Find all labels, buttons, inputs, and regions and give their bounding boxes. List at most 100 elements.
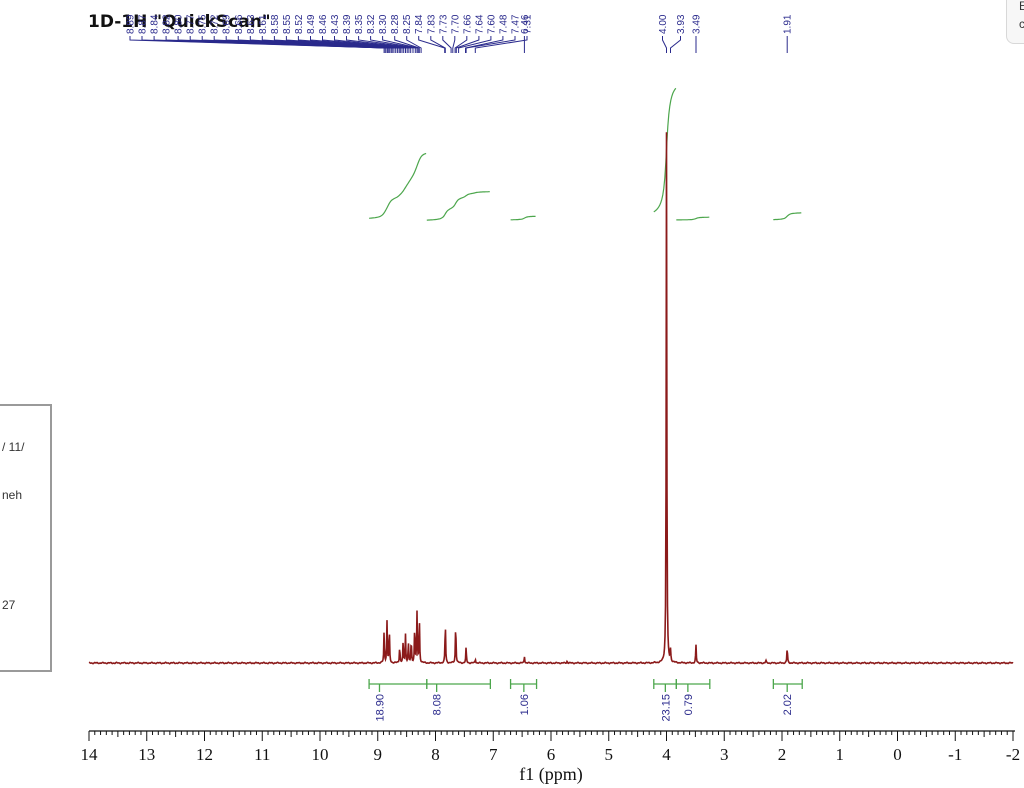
x-tick-label: 13 — [138, 745, 155, 764]
x-axis: 14 13 12 11 10 9 8 7 6 5 4 3 2 1 0 -1 -2 — [81, 730, 1020, 764]
integral-value-label: 2.02 — [782, 694, 794, 715]
x-axis-title: f1 (ppm) — [519, 764, 582, 785]
peak-label: 7.47 — [511, 14, 522, 34]
integral-curve — [653, 87, 677, 213]
peak-label-leader — [370, 36, 418, 53]
peak-label-leader — [297, 36, 406, 53]
peak-label: 3.93 — [676, 14, 687, 34]
peak-label: 8.39 — [342, 14, 353, 34]
peak-label: 8.72 — [210, 14, 221, 34]
x-tick-label: 5 — [605, 745, 614, 764]
peak-label-leader — [465, 36, 504, 53]
peak-label: 8.30 — [378, 14, 389, 34]
integral-value-label: 1.06 — [519, 694, 531, 715]
peak-label-leader — [465, 36, 516, 53]
peak-label-leader — [406, 36, 422, 53]
peak-label: 8.84 — [150, 14, 161, 34]
peak-label: 8.80 — [174, 14, 185, 34]
peak-label: 8.28 — [390, 14, 401, 34]
peak-label: 8.35 — [354, 14, 365, 34]
peak-label: 8.66 — [234, 14, 245, 34]
x-tick-label: 11 — [254, 745, 270, 764]
integral-bracket-group: 18.90 8.08 1.06 23.15 0.79 2.02 — [368, 679, 803, 722]
integral-value-label: 23.15 — [660, 694, 672, 722]
integral-curve — [426, 191, 490, 221]
peak-label: 8.77 — [186, 14, 197, 34]
peak-label-leader — [455, 36, 480, 53]
peak-label: 7.66 — [462, 14, 473, 34]
peak-label-leader — [430, 36, 446, 53]
peak-label-leader — [452, 36, 456, 53]
x-tick-label: 3 — [720, 745, 729, 764]
peak-label-leader — [662, 36, 667, 53]
peak-label-leader — [310, 36, 408, 53]
peak-label: 8.52 — [294, 14, 305, 34]
peak-label: 8.49 — [306, 14, 317, 34]
peak-label: 7.70 — [450, 14, 461, 34]
peak-label-leader — [285, 36, 405, 53]
chart-title: 1D-1H "QuickScan" — [88, 12, 271, 32]
peak-label-leader — [442, 36, 452, 53]
peak-label: 7.48 — [498, 14, 509, 34]
peak-label: 7.73 — [438, 14, 449, 34]
peak-label: 1.91 — [783, 14, 794, 34]
corner-popup-card[interactable]: E c — [1006, 0, 1024, 44]
peak-label-leader — [474, 36, 528, 53]
peak-label: 7.64 — [474, 14, 485, 34]
peak-label-leader — [670, 36, 681, 53]
integral-value-label: 8.08 — [432, 694, 444, 715]
peak-label: 8.46 — [318, 14, 329, 34]
corner-card-text: E — [1019, 0, 1024, 13]
peak-label: 8.69 — [222, 14, 233, 34]
corner-card-text: c — [1019, 17, 1024, 31]
x-tick-label: 12 — [196, 745, 213, 764]
peak-label-leader — [394, 36, 420, 53]
peak-label-leader — [322, 36, 410, 53]
integral-curve — [773, 212, 802, 221]
peak-label: 7.60 — [486, 14, 497, 34]
sample-info-line: / 11/ — [2, 440, 25, 454]
x-tick-label: 9 — [374, 745, 383, 764]
spectrum-trace — [88, 132, 1014, 665]
x-tick-label: -2 — [1006, 745, 1020, 764]
peak-label-leader — [346, 36, 414, 53]
peak-label-leader — [334, 36, 412, 53]
peak-label: 8.58 — [270, 14, 281, 34]
x-tick-label: 14 — [81, 745, 99, 764]
sample-info-line: neh — [2, 488, 23, 502]
peak-label: 7.31 — [523, 14, 534, 34]
x-tick-label: 6 — [547, 745, 556, 764]
x-tick-label: 4 — [662, 745, 671, 764]
peak-label-leader — [458, 36, 492, 53]
peak-label: 8.75 — [198, 14, 209, 34]
integral-value-label: 0.79 — [683, 694, 695, 715]
peak-label: 8.82 — [162, 14, 173, 34]
peak-label: 8.63 — [246, 14, 257, 34]
x-tick-label: 7 — [489, 745, 498, 764]
x-tick-label: 2 — [778, 745, 787, 764]
x-tick-label: 0 — [893, 745, 902, 764]
peak-label: 8.87 — [138, 14, 149, 34]
integral-curve — [369, 152, 427, 219]
sample-info-panel: / 11/ neh 27 — [0, 404, 52, 672]
integral-curve — [510, 215, 536, 221]
peak-label: 8.61 — [258, 14, 269, 34]
peak-label-leader — [358, 36, 416, 53]
x-tick-label: 10 — [312, 745, 329, 764]
x-tick-label: 1 — [836, 745, 845, 764]
x-tick-label: 8 — [431, 745, 440, 764]
peak-label-leader — [454, 36, 468, 53]
peak-label: 8.25 — [402, 14, 413, 34]
peak-label: 7.84 — [414, 14, 425, 34]
sample-info-line: 27 — [2, 598, 16, 612]
integral-value-label: 18.90 — [375, 694, 387, 722]
peak-label-leader — [418, 36, 446, 53]
peak-label: 8.89 — [126, 14, 137, 34]
peak-label: 8.43 — [330, 14, 341, 34]
peak-label: 7.83 — [426, 14, 437, 34]
peak-label-leader — [382, 36, 419, 53]
integral-curve — [676, 216, 710, 221]
integral-curve-group — [369, 87, 802, 221]
peak-label: 3.49 — [692, 14, 703, 34]
